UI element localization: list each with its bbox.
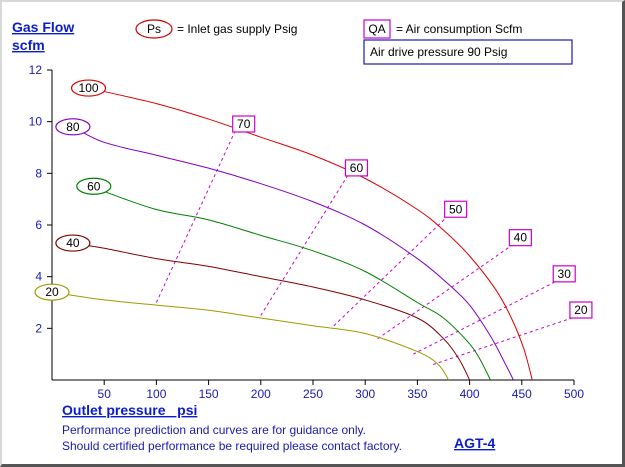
ps-label-ellipse bbox=[55, 234, 91, 252]
ps-label-ellipse bbox=[34, 283, 70, 301]
qa-label-box bbox=[552, 265, 576, 283]
ps-label: 100 bbox=[79, 81, 99, 95]
x-tick-label: 50 bbox=[98, 387, 112, 401]
qa-label: 60 bbox=[350, 161, 364, 175]
qa-label-box bbox=[508, 229, 532, 247]
series-line-ps-80 bbox=[72, 126, 514, 381]
y-tick-label: 6 bbox=[35, 218, 42, 232]
x-tick-label: 400 bbox=[460, 387, 480, 401]
x-tick-label: 200 bbox=[251, 387, 271, 401]
qa-line bbox=[260, 175, 348, 316]
ps-legend-symbol: Ps bbox=[147, 22, 161, 36]
y-tick-label: 8 bbox=[35, 166, 42, 180]
qa-label: 30 bbox=[558, 267, 572, 281]
qa-line bbox=[432, 317, 573, 365]
curve-labels: 70 60 50 40 30 20 100 80 60 40 20 bbox=[34, 79, 593, 319]
disclaimer-line-1: Performance prediction and curves are fo… bbox=[62, 423, 366, 437]
y-axis-unit: scfm bbox=[12, 37, 45, 53]
ps-label-ellipse bbox=[55, 118, 91, 136]
qa-legend-text: = Air consumption Scfm bbox=[396, 22, 522, 36]
series-lines bbox=[51, 87, 533, 381]
x-tick-label: 250 bbox=[303, 387, 323, 401]
qa-label: 40 bbox=[514, 231, 528, 245]
ps-label: 80 bbox=[66, 120, 80, 134]
qa-label: 20 bbox=[574, 303, 588, 317]
series-line-ps-60 bbox=[93, 185, 491, 381]
model-name: AGT-4 bbox=[454, 435, 495, 451]
ps-legend-ellipse bbox=[135, 19, 173, 39]
x-axis-title: Outlet pressure psi bbox=[62, 402, 197, 418]
air-consumption-lines bbox=[155, 131, 573, 365]
ps-label-ellipse bbox=[76, 177, 112, 195]
qa-legend-symbol: QA bbox=[368, 22, 385, 36]
disclaimer-line-2: Should certified performance be required… bbox=[62, 439, 402, 453]
y-tick-label: 2 bbox=[35, 321, 42, 335]
axis-ticks: 50 100 150 200 250 300 350 400 450 500 2 4 6 8 10 12 bbox=[29, 63, 585, 401]
qa-line bbox=[333, 216, 447, 327]
y-axis-title: Gas Flow bbox=[12, 19, 74, 35]
y-tick-label: 10 bbox=[29, 115, 43, 129]
x-tick-label: 500 bbox=[564, 387, 584, 401]
ps-legend-text: = Inlet gas supply Psig bbox=[177, 22, 297, 36]
legend: Ps = Inlet gas supply Psig QA = Air cons… bbox=[135, 19, 573, 65]
ps-label: 60 bbox=[87, 179, 101, 193]
qa-label: 50 bbox=[449, 202, 463, 216]
drive-pressure-text: Air drive pressure 90 Psig bbox=[370, 45, 507, 59]
drive-pressure-box bbox=[363, 39, 573, 65]
x-tick-label: 350 bbox=[407, 387, 427, 401]
qa-line bbox=[412, 281, 556, 355]
qa-label-box bbox=[444, 200, 468, 218]
x-tick-label: 450 bbox=[512, 387, 532, 401]
y-tick-label: 12 bbox=[29, 63, 43, 77]
qa-label-box bbox=[569, 301, 593, 319]
qa-label-box bbox=[232, 115, 256, 133]
series-line-ps-20 bbox=[51, 291, 450, 381]
series-line-ps-100 bbox=[88, 87, 533, 381]
series-line-ps-40 bbox=[72, 242, 471, 381]
y-tick-label: 4 bbox=[35, 270, 42, 284]
qa-label-box bbox=[344, 159, 369, 177]
x-tick-label: 300 bbox=[355, 387, 375, 401]
ps-label: 40 bbox=[66, 236, 80, 250]
ps-label-ellipse bbox=[70, 79, 107, 97]
ps-label: 20 bbox=[45, 285, 59, 299]
x-tick-label: 100 bbox=[146, 387, 166, 401]
qa-line bbox=[155, 131, 236, 303]
x-tick-label: 150 bbox=[199, 387, 219, 401]
qa-label: 70 bbox=[237, 117, 251, 131]
qa-legend-box bbox=[363, 19, 391, 39]
qa-line bbox=[377, 245, 512, 340]
